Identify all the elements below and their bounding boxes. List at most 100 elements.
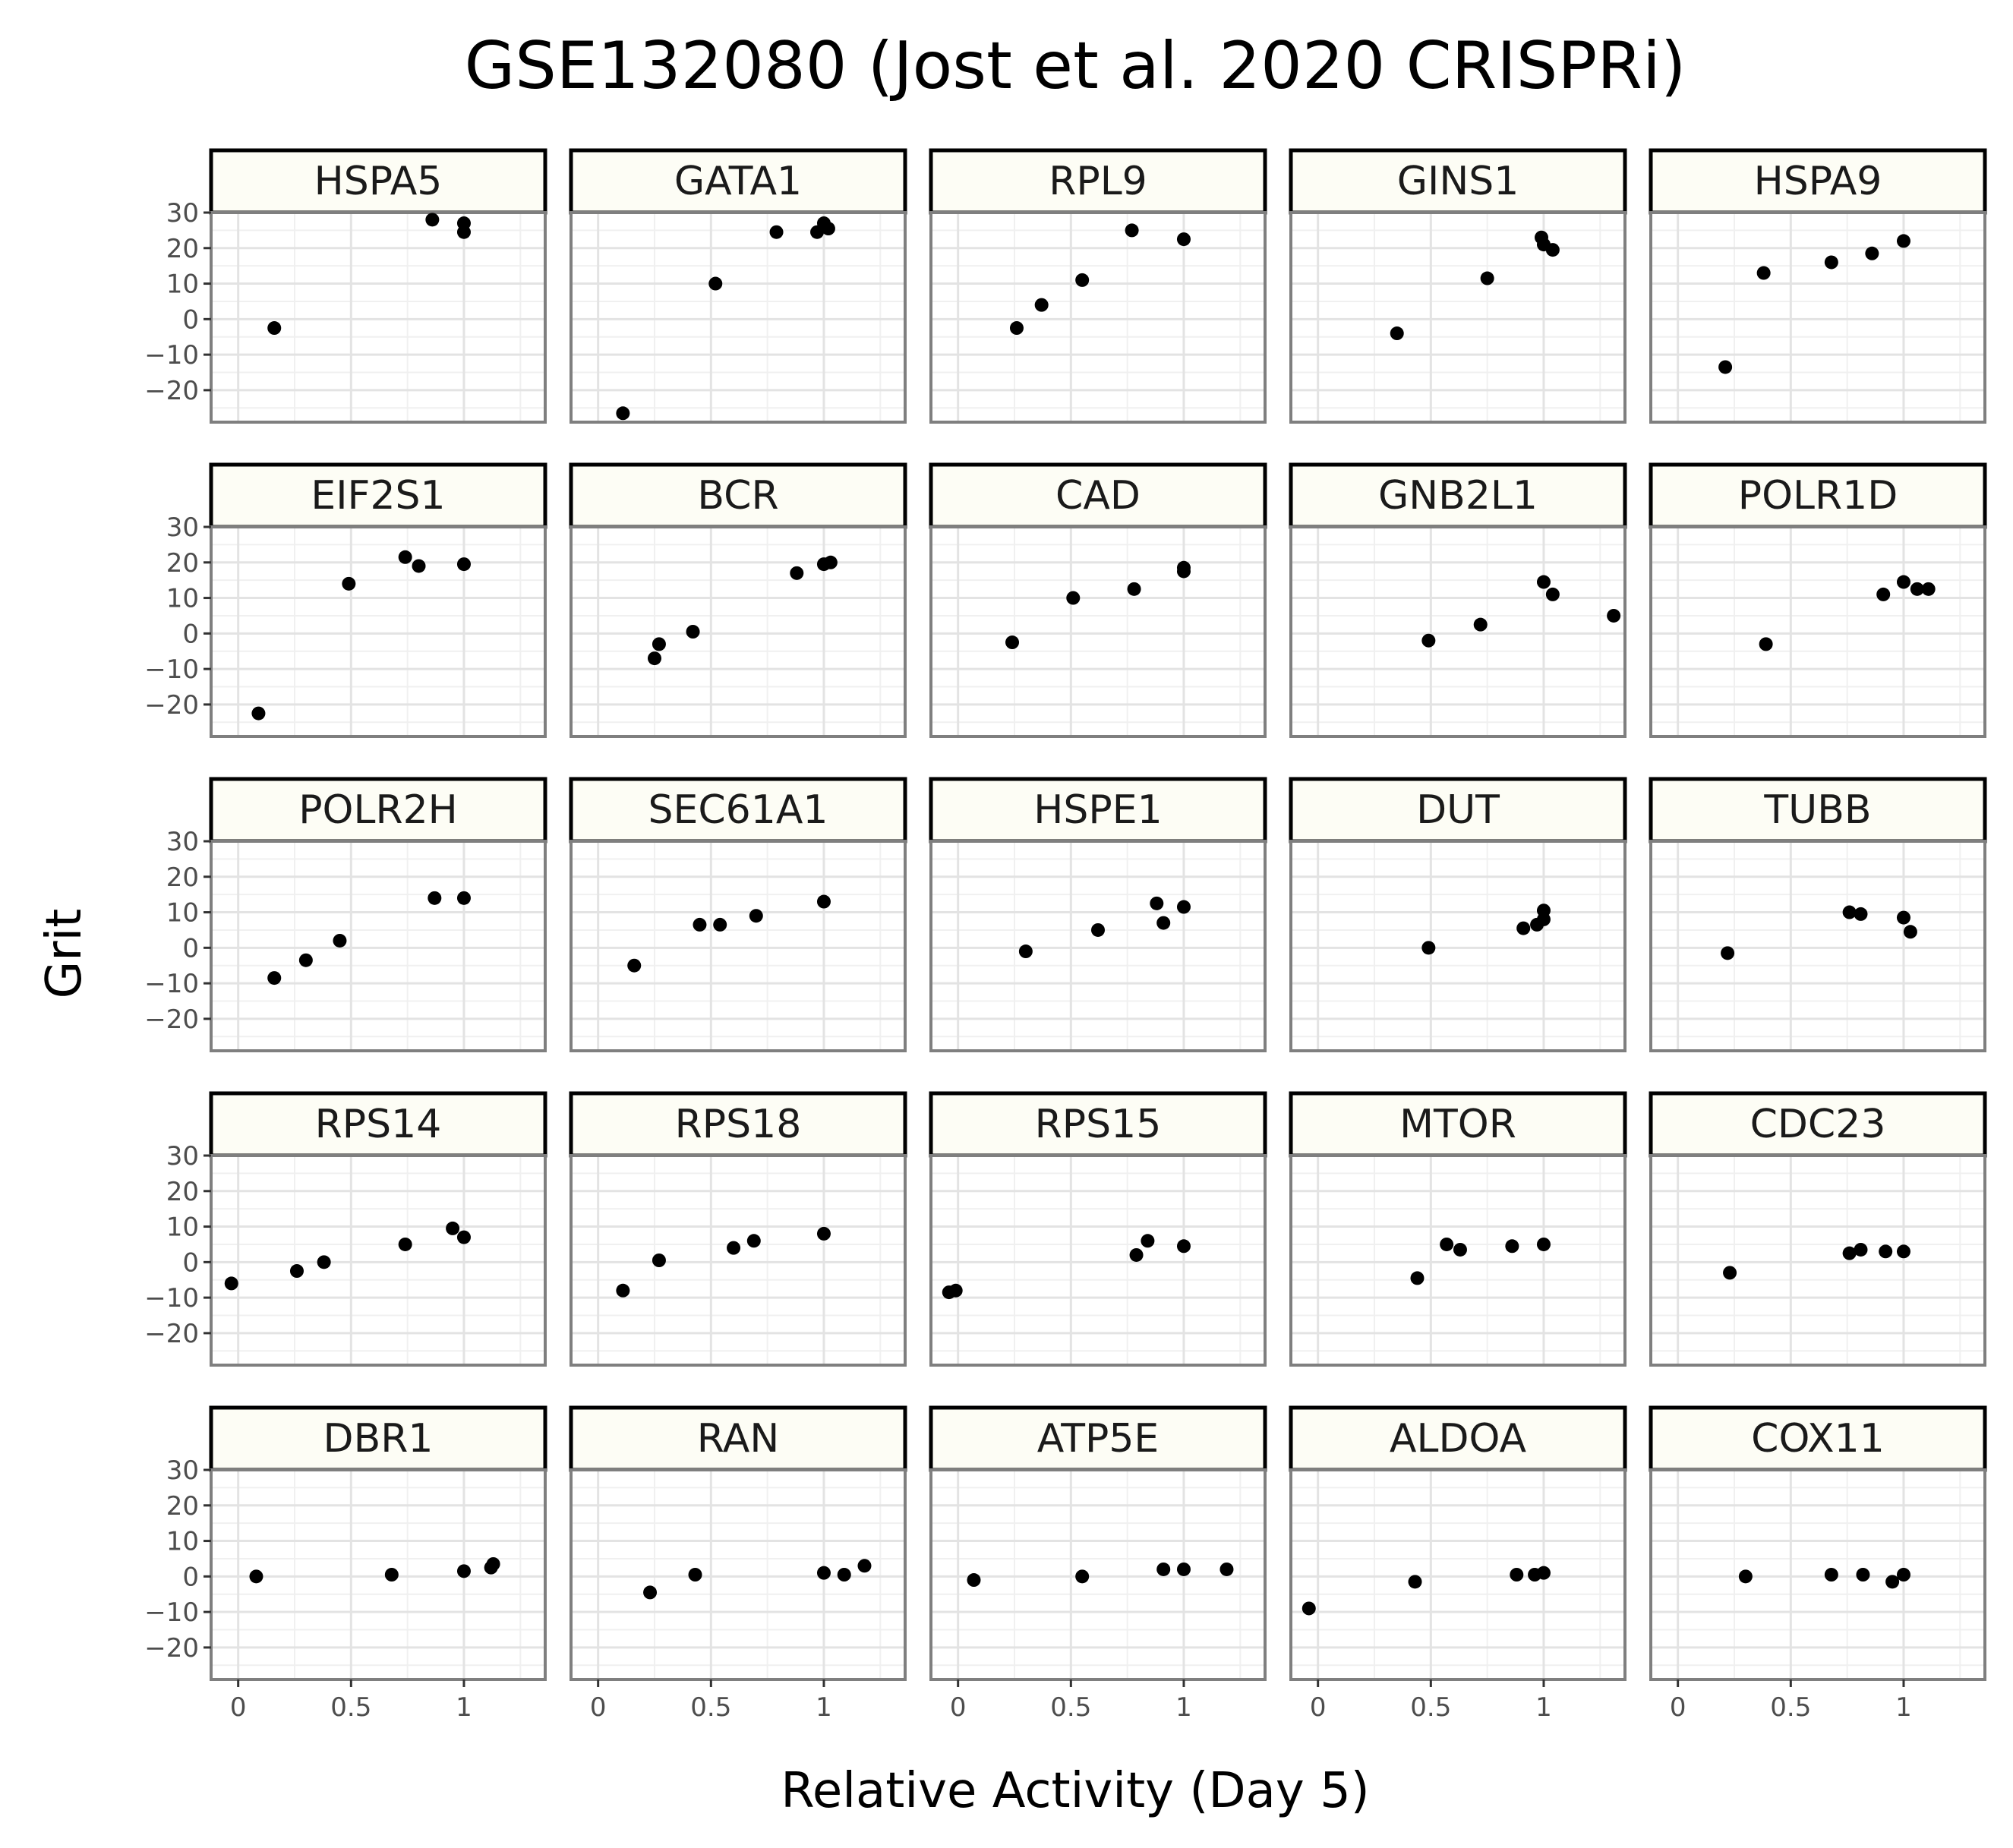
x-tick-label: 1 xyxy=(456,1692,472,1723)
facet-strip xyxy=(1649,1405,1987,1472)
facet-panel-aldoa: ALDOA 0 0.5 1 xyxy=(1289,1405,1627,1723)
facet-strip xyxy=(1649,462,1987,529)
x-tick-label: 0 xyxy=(1310,1692,1327,1723)
data-point xyxy=(1896,1244,1910,1259)
data-point xyxy=(1176,232,1191,247)
data-point xyxy=(1075,273,1090,287)
x-tick-label: 0.5 xyxy=(330,1692,371,1723)
y-tick-label: 30 xyxy=(166,198,199,229)
facet-strip-label: POLR2H xyxy=(298,787,458,833)
data-point xyxy=(1721,946,1735,960)
data-point xyxy=(1005,635,1020,650)
data-point xyxy=(1440,1237,1454,1251)
y-tick-label: 20 xyxy=(166,234,199,264)
facet-panel-hspa9: HSPA9 xyxy=(1649,148,1987,424)
panel-border xyxy=(1289,840,1626,1052)
facet-panel-gins1: GINS1 xyxy=(1289,148,1627,424)
facet-strip xyxy=(209,462,547,529)
data-point xyxy=(1896,234,1910,248)
data-point xyxy=(428,891,442,905)
panel-border xyxy=(1289,1468,1626,1681)
facet-strip xyxy=(929,148,1267,215)
x-tick-label: 0 xyxy=(950,1692,967,1723)
facet-strip-label: SEC61A1 xyxy=(648,787,828,833)
facet-panel-gata1: GATA1 xyxy=(569,148,907,424)
data-point xyxy=(1091,922,1105,937)
data-point xyxy=(1510,1568,1524,1582)
data-point xyxy=(1896,1568,1910,1582)
facet-strip-label: GATA1 xyxy=(674,159,802,204)
data-point xyxy=(1034,298,1049,312)
y-tick-label: 30 xyxy=(166,1141,199,1172)
chart-title: GSE132080 (Jost et al. 2020 CRISPRi) xyxy=(465,28,1686,104)
facet-strip-label: POLR1D xyxy=(1738,473,1898,519)
data-point xyxy=(1536,575,1551,589)
panel-border xyxy=(210,211,547,424)
data-point xyxy=(1219,1562,1234,1576)
data-point xyxy=(1150,896,1164,910)
data-point xyxy=(1896,910,1910,925)
y-tick-label: 20 xyxy=(166,1177,199,1207)
data-point xyxy=(816,894,831,909)
data-point xyxy=(342,576,356,591)
data-point xyxy=(967,1573,981,1588)
facet-strip xyxy=(569,1091,907,1158)
data-point xyxy=(1176,1562,1191,1576)
facet-panel-polr2h: POLR2H −20 −10 0 10 20 30 xyxy=(144,777,547,1052)
facet-panel-eif2s1: EIF2S1 −20 −10 0 10 20 30 xyxy=(144,462,547,738)
data-point xyxy=(1066,591,1081,605)
facet-strip-label: CDC23 xyxy=(1750,1102,1886,1147)
data-point xyxy=(1018,944,1033,959)
data-point xyxy=(1759,637,1773,651)
data-point xyxy=(1879,1244,1893,1259)
facet-strip-label: HSPA9 xyxy=(1754,159,1882,204)
panel-border xyxy=(929,1154,1267,1367)
y-tick-label: 20 xyxy=(166,1491,199,1522)
data-point xyxy=(1607,608,1621,623)
data-point xyxy=(1876,587,1891,601)
data-point xyxy=(746,1234,761,1248)
x-tick-label: 1 xyxy=(1175,1692,1192,1723)
y-tick-label: 0 xyxy=(182,1247,199,1278)
facet-panel-mtor: MTOR xyxy=(1289,1091,1627,1367)
facet-panel-cox11: COX11 0 0.5 1 xyxy=(1649,1405,1987,1723)
data-point xyxy=(616,406,630,421)
data-point xyxy=(456,557,471,572)
data-point xyxy=(1824,255,1838,270)
data-point xyxy=(1756,266,1771,280)
data-point xyxy=(713,917,727,932)
data-point xyxy=(1854,907,1868,921)
y-axis-title: Grit xyxy=(36,909,93,999)
data-point xyxy=(1421,941,1436,955)
x-tick-label: 0 xyxy=(590,1692,607,1723)
facet-strip-label: COX11 xyxy=(1751,1416,1885,1462)
facet-panel-gnb2l1: GNB2L1 xyxy=(1289,462,1627,738)
y-tick-label: −10 xyxy=(144,340,199,371)
y-tick-label: 0 xyxy=(182,304,199,335)
x-tick-label: 0 xyxy=(230,1692,247,1723)
data-point xyxy=(1127,582,1141,596)
data-point xyxy=(652,637,666,651)
data-point xyxy=(1129,1247,1144,1262)
data-point xyxy=(1921,582,1936,596)
data-point xyxy=(1075,1569,1090,1584)
y-tick-label: −20 xyxy=(144,376,199,406)
facet-strip-label: GNB2L1 xyxy=(1378,473,1538,519)
facet-strip-label: ATP5E xyxy=(1037,1416,1160,1462)
x-tick-label: 0.5 xyxy=(690,1692,731,1723)
facet-panel-tubb: TUBB xyxy=(1649,777,1987,1052)
facet-panel-atp5e: ATP5E 0 0.5 1 xyxy=(929,1405,1267,1723)
panel-border xyxy=(1649,840,1986,1052)
y-tick-label: 20 xyxy=(166,863,199,893)
facet-strip xyxy=(209,1091,547,1158)
facet-strip-label: RAN xyxy=(697,1416,780,1462)
data-point xyxy=(456,225,471,239)
x-tick-label: 0.5 xyxy=(1770,1692,1811,1723)
data-point xyxy=(1856,1568,1870,1582)
data-point xyxy=(1536,904,1551,918)
x-tick-label: 0 xyxy=(1670,1692,1686,1723)
panel-border xyxy=(210,1468,547,1681)
data-point xyxy=(821,222,835,236)
